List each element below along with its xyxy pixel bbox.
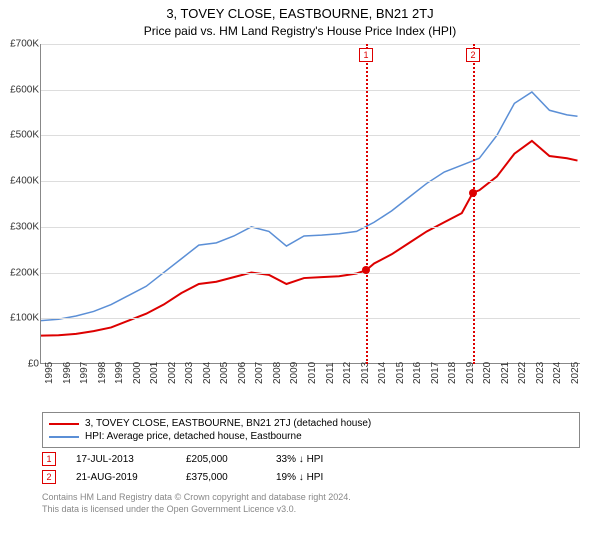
x-axis-label: 2017 [430, 362, 441, 384]
gridline [41, 227, 580, 228]
legend-swatch-price-paid [49, 423, 79, 425]
chart-lines [41, 44, 581, 364]
gridline [41, 181, 580, 182]
sale-row: 2 21-AUG-2019 £375,000 19% ↓ HPI [42, 470, 580, 484]
x-axis-label: 2010 [307, 362, 318, 384]
x-axis-label: 2023 [535, 362, 546, 384]
sale-date: 17-JUL-2013 [76, 454, 166, 465]
sale-data-point [362, 266, 370, 274]
sale-marker-box: 2 [466, 48, 480, 62]
x-axis-label: 2019 [465, 362, 476, 384]
sale-date: 21-AUG-2019 [76, 472, 166, 483]
x-axis-label: 1997 [79, 362, 90, 384]
sale-marker-line [473, 44, 475, 364]
x-axis-label: 2006 [237, 362, 248, 384]
y-axis-label: £600K [5, 84, 39, 95]
sales-table: 1 17-JUL-2013 £205,000 33% ↓ HPI 2 21-AUG-201… [0, 452, 600, 484]
gridline [41, 135, 580, 136]
x-axis-label: 2000 [132, 362, 143, 384]
sale-row-marker: 2 [42, 470, 56, 484]
sale-marker-line [366, 44, 368, 364]
chart-area: £0£100K£200K£300K£400K£500K£600K£700K199… [36, 44, 596, 404]
x-axis-label: 1995 [44, 362, 55, 384]
legend-row-price-paid: 3, TOVEY CLOSE, EASTBOURNE, BN21 2TJ (de… [49, 417, 573, 430]
chart-title: 3, TOVEY CLOSE, EASTBOURNE, BN21 2TJ [0, 0, 600, 21]
x-axis-label: 2004 [202, 362, 213, 384]
legend-swatch-hpi [49, 436, 79, 438]
x-axis-label: 2001 [149, 362, 160, 384]
x-axis-label: 2014 [377, 362, 388, 384]
x-axis-label: 2009 [289, 362, 300, 384]
chart-subtitle: Price paid vs. HM Land Registry's House … [0, 21, 600, 44]
sale-row: 1 17-JUL-2013 £205,000 33% ↓ HPI [42, 452, 580, 466]
y-axis-label: £100K [5, 313, 39, 324]
footer-line1: Contains HM Land Registry data © Crown c… [42, 492, 580, 504]
y-axis-label: £700K [5, 39, 39, 50]
chart-container: 3, TOVEY CLOSE, EASTBOURNE, BN21 2TJ Pri… [0, 0, 600, 560]
x-axis-label: 1996 [62, 362, 73, 384]
plot-area: £0£100K£200K£300K£400K£500K£600K£700K199… [40, 44, 580, 364]
gridline [41, 44, 580, 45]
y-axis-label: £300K [5, 221, 39, 232]
x-axis-label: 2024 [552, 362, 563, 384]
x-axis-label: 2025 [570, 362, 581, 384]
sale-price: £375,000 [186, 472, 256, 483]
legend-label-price-paid: 3, TOVEY CLOSE, EASTBOURNE, BN21 2TJ (de… [85, 418, 371, 429]
x-axis-label: 2007 [254, 362, 265, 384]
x-axis-label: 2016 [412, 362, 423, 384]
x-axis-label: 2008 [272, 362, 283, 384]
x-axis-label: 1998 [97, 362, 108, 384]
footer: Contains HM Land Registry data © Crown c… [42, 492, 580, 515]
legend-label-hpi: HPI: Average price, detached house, East… [85, 431, 302, 442]
y-axis-label: £0 [5, 359, 39, 370]
x-axis-label: 2011 [325, 362, 336, 384]
sale-diff: 19% ↓ HPI [276, 472, 356, 483]
footer-line2: This data is licensed under the Open Gov… [42, 504, 580, 516]
gridline [41, 318, 580, 319]
x-axis-label: 2022 [517, 362, 528, 384]
legend: 3, TOVEY CLOSE, EASTBOURNE, BN21 2TJ (de… [42, 412, 580, 448]
x-axis-label: 2015 [395, 362, 406, 384]
sale-row-marker: 1 [42, 452, 56, 466]
y-axis-label: £200K [5, 267, 39, 278]
x-axis-label: 2021 [500, 362, 511, 384]
y-axis-label: £500K [5, 130, 39, 141]
x-axis-label: 2003 [184, 362, 195, 384]
sale-marker-box: 1 [359, 48, 373, 62]
legend-row-hpi: HPI: Average price, detached house, East… [49, 430, 573, 443]
x-axis-label: 1999 [114, 362, 125, 384]
y-axis-label: £400K [5, 176, 39, 187]
sale-diff: 33% ↓ HPI [276, 454, 356, 465]
sale-price: £205,000 [186, 454, 256, 465]
sale-data-point [469, 189, 477, 197]
x-axis-label: 2002 [167, 362, 178, 384]
gridline [41, 90, 580, 91]
x-axis-label: 2020 [482, 362, 493, 384]
gridline [41, 273, 580, 274]
x-axis-label: 2012 [342, 362, 353, 384]
x-axis-label: 2005 [219, 362, 230, 384]
x-axis-label: 2013 [360, 362, 371, 384]
x-axis-label: 2018 [447, 362, 458, 384]
